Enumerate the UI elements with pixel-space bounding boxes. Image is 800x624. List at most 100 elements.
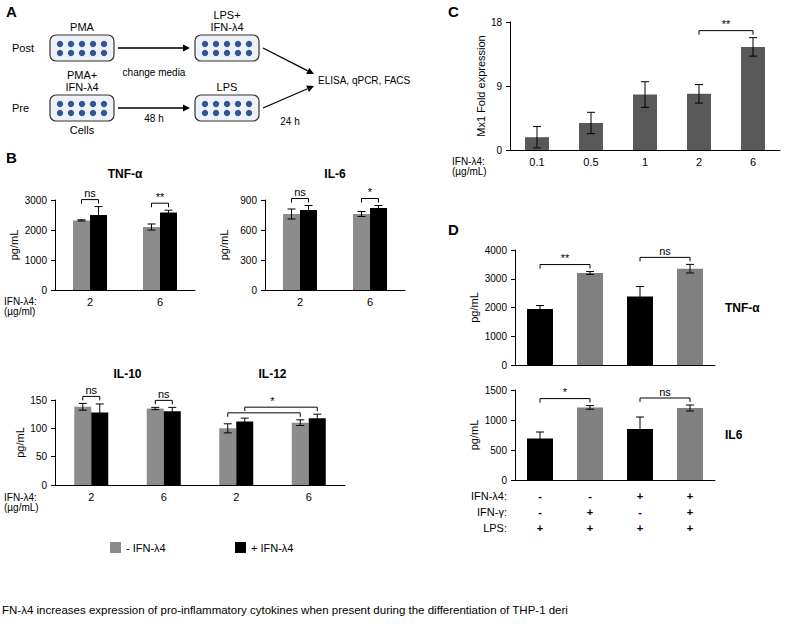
svg-text:(µg/ml): (µg/ml): [4, 306, 35, 317]
svg-text:IL-10: IL-10: [113, 367, 141, 381]
svg-text:2000: 2000: [25, 225, 48, 236]
svg-text:pg/mL: pg/mL: [218, 230, 230, 261]
svg-text:LPS+: LPS+: [213, 9, 240, 21]
svg-text:300: 300: [240, 255, 257, 266]
svg-text:0: 0: [501, 360, 507, 371]
svg-text:+: +: [687, 490, 693, 502]
svg-text:pg/mL: pg/mL: [14, 427, 26, 458]
svg-text:9: 9: [496, 81, 502, 92]
svg-text:0.1: 0.1: [529, 156, 544, 168]
svg-text:24 h: 24 h: [280, 116, 299, 127]
svg-text:PMA: PMA: [70, 21, 95, 33]
svg-text:+: +: [587, 522, 593, 534]
svg-text:ns: ns: [659, 245, 671, 257]
svg-text:IFN-λ4: IFN-λ4: [211, 21, 244, 33]
svg-text:pg/mL: pg/mL: [468, 420, 480, 451]
svg-text:**: **: [156, 191, 165, 203]
svg-text:-: -: [588, 490, 592, 502]
svg-text:50: 50: [36, 451, 48, 462]
svg-text:pg/mL: pg/mL: [468, 292, 480, 323]
svg-text:(µg/mL): (µg/mL): [452, 166, 487, 177]
svg-text:+ IFN-λ4: + IFN-λ4: [251, 542, 293, 554]
svg-text:TNF-α: TNF-α: [108, 167, 143, 181]
svg-text:0: 0: [41, 285, 47, 296]
svg-text:+: +: [687, 506, 693, 518]
svg-text:Post: Post: [12, 42, 34, 54]
svg-text:D: D: [448, 221, 459, 238]
svg-text:1000: 1000: [485, 331, 508, 342]
svg-text:ns: ns: [84, 187, 96, 199]
svg-text:ELISA, qPCR, FACS: ELISA, qPCR, FACS: [318, 75, 411, 86]
svg-text:100: 100: [30, 423, 47, 434]
svg-text:PMA+: PMA+: [67, 69, 97, 81]
svg-text:change media: change media: [123, 67, 186, 78]
svg-text:C: C: [448, 3, 459, 20]
svg-text:+: +: [587, 506, 593, 518]
svg-text:(µg/mL): (µg/mL): [4, 502, 39, 513]
svg-text:4000: 4000: [485, 245, 508, 256]
svg-text:150: 150: [30, 395, 47, 406]
svg-text:+: +: [687, 522, 693, 534]
svg-text:IL-12: IL-12: [258, 367, 286, 381]
svg-text:IFN-λ4: IFN-λ4: [66, 81, 99, 93]
svg-text:**: **: [722, 18, 731, 30]
svg-text:ns: ns: [85, 384, 97, 396]
svg-text:6: 6: [750, 156, 756, 168]
svg-text:pg/mL: pg/mL: [8, 230, 20, 261]
svg-text:6: 6: [306, 491, 312, 503]
svg-text:LPS: LPS: [217, 81, 238, 93]
svg-text:Cells: Cells: [70, 124, 95, 136]
svg-text:6: 6: [157, 296, 163, 308]
svg-text:*: *: [270, 395, 275, 407]
svg-text:LPS:: LPS:: [483, 522, 507, 534]
svg-text:A: A: [6, 3, 17, 20]
svg-text:IFN-γ:: IFN-γ:: [477, 506, 507, 518]
svg-text:3000: 3000: [485, 273, 508, 284]
svg-text:Pre: Pre: [12, 102, 29, 114]
svg-text:-: -: [638, 506, 642, 518]
svg-text:IFN-λ4:: IFN-λ4:: [4, 295, 37, 307]
svg-text:B: B: [6, 149, 17, 166]
svg-text:3000: 3000: [25, 195, 48, 206]
svg-text:IL-6: IL-6: [324, 167, 346, 181]
svg-text:ns: ns: [294, 186, 306, 198]
svg-text:FN-λ4 increases expression of: FN-λ4 increases expression of pro-inflam…: [2, 604, 568, 616]
svg-text:IL6: IL6: [725, 428, 743, 442]
svg-text:1: 1: [642, 156, 648, 168]
svg-text:0: 0: [251, 285, 257, 296]
svg-text:2: 2: [233, 491, 239, 503]
svg-text:IFN-λ4:: IFN-λ4:: [471, 490, 507, 502]
svg-text:0: 0: [501, 475, 507, 486]
svg-text:ns: ns: [158, 388, 170, 400]
svg-text:600: 600: [240, 225, 257, 236]
svg-text:0.5: 0.5: [583, 156, 598, 168]
svg-text:0: 0: [496, 145, 502, 156]
svg-text:2000: 2000: [485, 302, 508, 313]
svg-text:2: 2: [88, 491, 94, 503]
svg-text:+: +: [537, 522, 543, 534]
svg-text:1000: 1000: [25, 255, 48, 266]
svg-text:900: 900: [240, 195, 257, 206]
svg-text:48 h: 48 h: [144, 113, 163, 124]
svg-text:ns: ns: [659, 386, 671, 398]
svg-text:*: *: [563, 386, 568, 398]
svg-text:-: -: [538, 490, 542, 502]
svg-text:TNF-α: TNF-α: [725, 301, 760, 315]
svg-text:2: 2: [696, 156, 702, 168]
svg-text:-: -: [538, 506, 542, 518]
svg-text:6: 6: [367, 296, 373, 308]
svg-text:2: 2: [297, 296, 303, 308]
svg-text:**: **: [561, 252, 570, 264]
svg-text:1000: 1000: [485, 415, 508, 426]
svg-text:*: *: [368, 186, 373, 198]
svg-text:+: +: [637, 522, 643, 534]
svg-text:18: 18: [491, 17, 503, 28]
svg-text:1500: 1500: [485, 385, 508, 396]
svg-text:- IFN-λ4: - IFN-λ4: [126, 542, 166, 554]
svg-text:Mx1 Fold expression: Mx1 Fold expression: [475, 35, 487, 137]
svg-text:0: 0: [41, 480, 47, 491]
svg-text:500: 500: [490, 445, 507, 456]
svg-text:+: +: [637, 490, 643, 502]
svg-text:6: 6: [161, 491, 167, 503]
svg-text:2: 2: [87, 296, 93, 308]
